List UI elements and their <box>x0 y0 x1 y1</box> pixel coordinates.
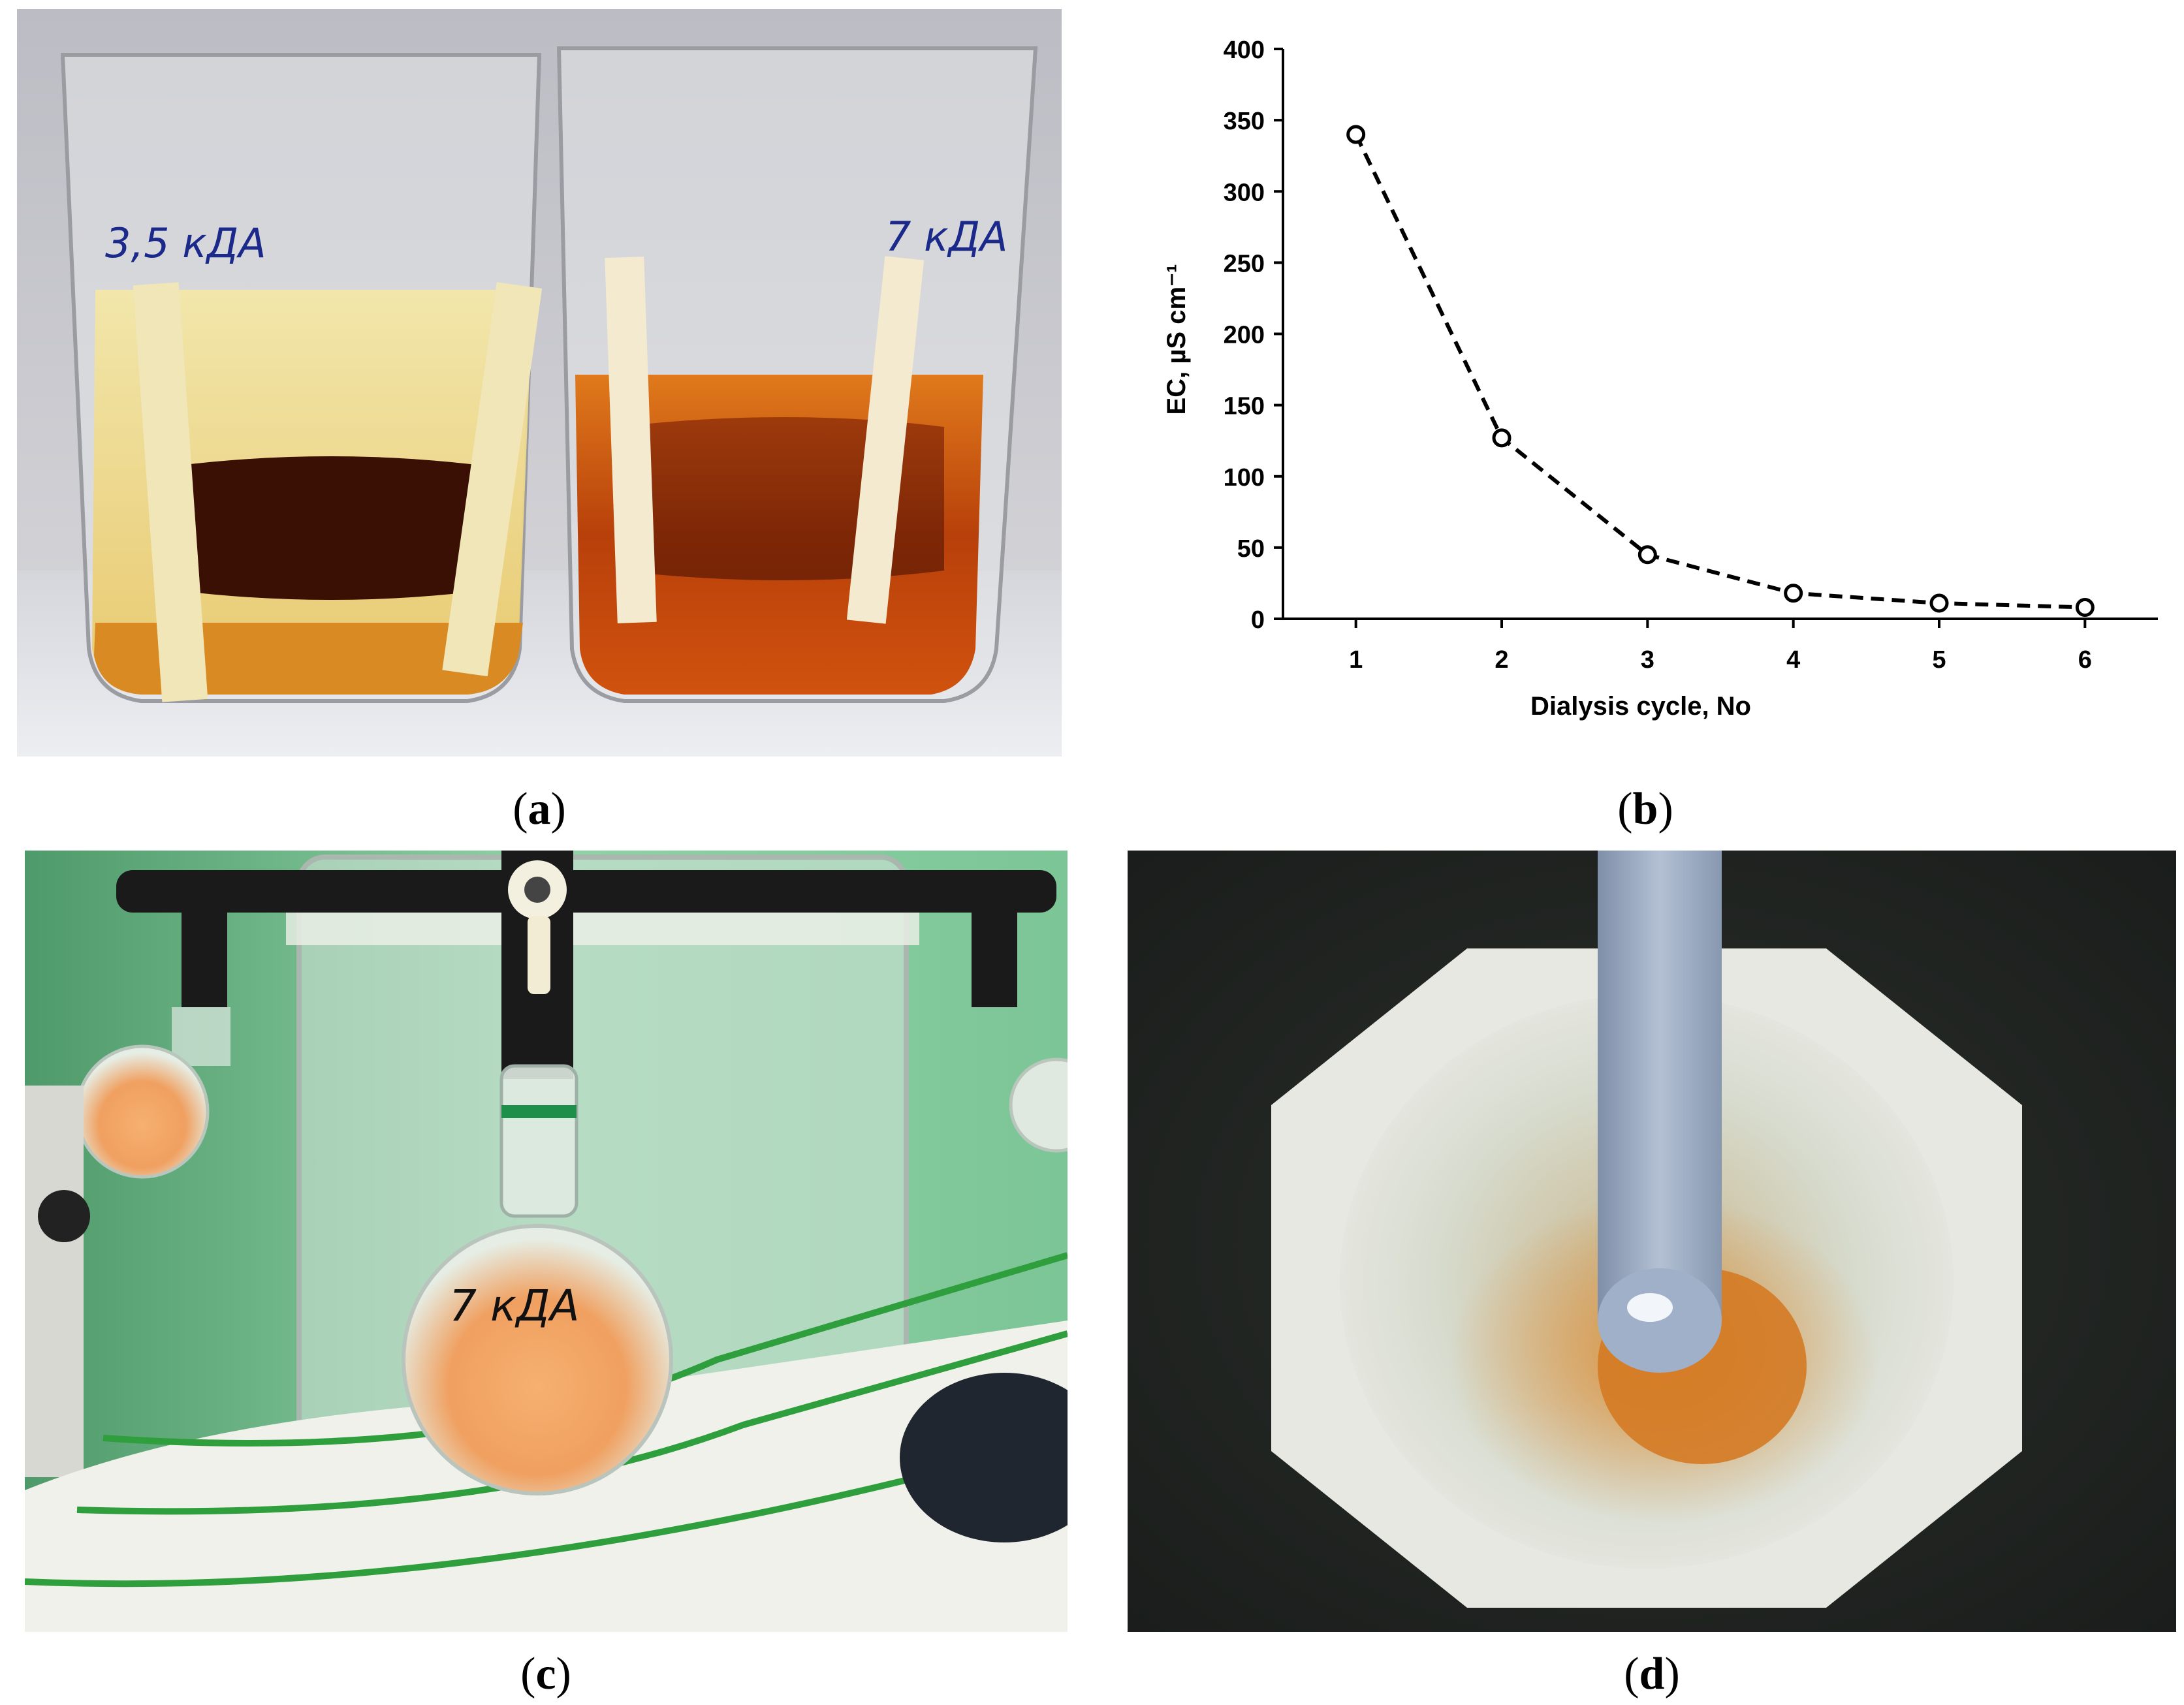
series-points <box>1346 125 2095 618</box>
y-tick-label: 100 <box>1224 464 1265 492</box>
x-tick-label: 4 <box>1786 646 1800 674</box>
series-line <box>1353 133 2085 610</box>
data-point <box>1784 584 1803 603</box>
caption-a: (a) <box>513 784 566 834</box>
data-point <box>1638 545 1657 565</box>
caption-c-letter: c <box>535 1649 556 1699</box>
y-tick-label: 400 <box>1224 37 1265 64</box>
photo-freeze-dryer: 7 кДА <box>25 851 1068 1632</box>
x-tick-label: 2 <box>1495 646 1508 674</box>
y-tick-label: 250 <box>1224 250 1265 277</box>
photo-beakers: 3,5 кДА 7 кДА <box>17 9 1062 757</box>
x-tick-label: 3 <box>1641 646 1654 674</box>
y-tick-label: 350 <box>1224 108 1265 135</box>
caption-c: (c) <box>520 1649 571 1699</box>
y-tick-label: 300 <box>1224 179 1265 206</box>
y-axis-label: EC, µS cm⁻¹ <box>1162 264 1191 415</box>
y-tick-labels: 0 50 100 150 200 250 300 350 400 <box>1224 37 1265 634</box>
data-point <box>1929 593 1949 613</box>
x-tick-label: 6 <box>2078 646 2092 674</box>
y-tick-label: 150 <box>1224 393 1265 420</box>
data-point <box>1492 428 1511 448</box>
beaker-right-label: 7 кДА <box>885 213 1007 260</box>
caption-d: (d) <box>1624 1649 1680 1699</box>
caption-d-letter: d <box>1639 1649 1665 1699</box>
caption-a-letter: a <box>528 784 551 834</box>
y-tick-label: 50 <box>1237 535 1265 563</box>
flask-label: 7 кДА <box>449 1281 580 1331</box>
data-point <box>2075 598 2095 618</box>
chart-panel: 0 50 100 150 200 250 300 350 400 1 2 3 4 5 6 Dialysis… <box>1097 0 2184 770</box>
x-tick-labels: 1 2 3 4 5 6 <box>1349 646 2092 674</box>
x-axis-label: Dialysis cycle, No <box>1530 692 1751 721</box>
data-point <box>1346 125 1366 144</box>
x-tick-label: 1 <box>1349 646 1363 674</box>
caption-b-letter: b <box>1632 784 1658 834</box>
beaker-left-label: 3,5 кДА <box>105 219 266 267</box>
x-tick-label: 5 <box>1932 646 1946 674</box>
caption-b: (b) <box>1617 784 1673 834</box>
ec-line-chart: 0 50 100 150 200 250 300 350 400 1 2 3 4 5 6 Dialysis… <box>1162 37 2158 721</box>
chart-axes <box>1274 48 2158 628</box>
y-tick-label: 0 <box>1251 606 1265 634</box>
y-tick-label: 200 <box>1224 322 1265 349</box>
photo-mortar-pestle <box>1128 851 2176 1632</box>
